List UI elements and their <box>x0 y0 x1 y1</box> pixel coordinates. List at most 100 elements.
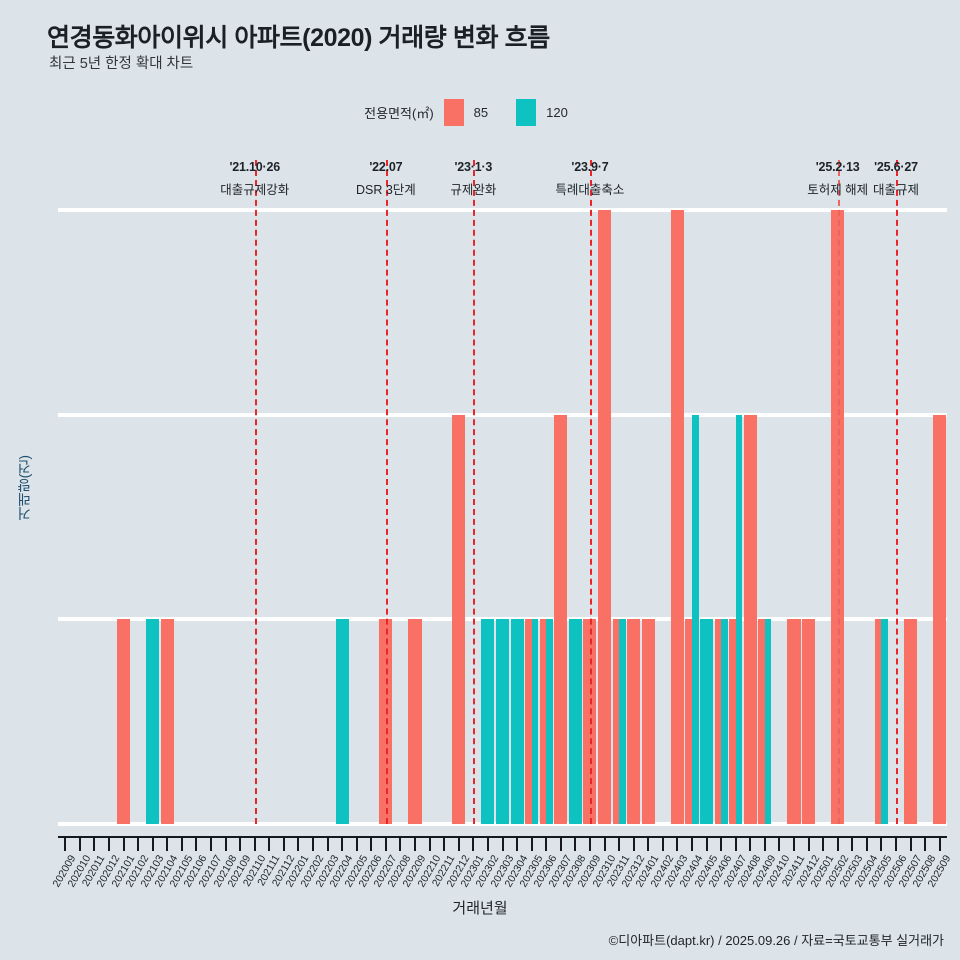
bar-202407-85[interactable] <box>729 619 736 824</box>
x-axis-tick <box>894 838 897 851</box>
event-line-202309 <box>589 160 592 824</box>
x-axis-tick <box>210 838 213 851</box>
x-axis-tick <box>312 838 315 851</box>
bar-202212-85[interactable] <box>452 414 466 824</box>
x-axis-tick <box>195 838 198 851</box>
x-axis-tick <box>108 838 110 851</box>
bar-202507-85[interactable] <box>904 619 918 824</box>
bar-202207-85[interactable] <box>379 619 393 824</box>
y-axis-title: 거래량(건) <box>16 455 32 521</box>
bar-202409-120[interactable] <box>764 619 772 824</box>
x-axis-tick <box>924 838 927 851</box>
bar-202303-120[interactable] <box>495 619 510 824</box>
x-axis-tick <box>763 838 766 851</box>
bar-202309-85[interactable] <box>583 619 597 824</box>
bar-202101-85[interactable] <box>117 619 131 824</box>
x-axis-title: 거래년월 <box>452 900 508 917</box>
x-axis-tick <box>122 838 125 851</box>
x-axis-tick <box>836 838 839 851</box>
event-annotation-202301: '23·1·3 규제완화 <box>450 160 496 198</box>
x-axis-tick <box>268 838 271 851</box>
legend-item-85[interactable]: 85 <box>443 99 510 126</box>
x-axis-tick <box>618 838 621 851</box>
x-axis-tick <box>326 838 329 851</box>
bar-202304-120[interactable] <box>510 619 524 824</box>
x-axis-tick <box>822 838 825 851</box>
event-text: DSR 3단계 <box>355 183 416 197</box>
bar-202311-120[interactable] <box>619 619 626 824</box>
bar-202302-120[interactable] <box>481 619 495 824</box>
x-axis-tick <box>574 838 577 851</box>
bar-202408-85[interactable] <box>743 414 757 824</box>
event-text: 대출규제 <box>872 183 919 197</box>
x-axis-tick <box>880 838 883 851</box>
x-axis-tick <box>137 838 140 851</box>
event-line-202207 <box>385 160 388 824</box>
bar-202403-85[interactable] <box>670 210 684 824</box>
bar-202404-120[interactable] <box>691 414 699 824</box>
x-axis-tick <box>78 838 81 851</box>
legend-label-120: 120 <box>546 105 568 120</box>
x-axis-tick <box>632 838 635 851</box>
bar-202307-85[interactable] <box>554 414 568 824</box>
legend-item-120[interactable]: 120 <box>516 99 590 126</box>
x-axis-tick <box>297 838 300 851</box>
event-line-202301 <box>473 160 476 824</box>
bar-202306-85[interactable] <box>539 619 547 824</box>
legend-swatch-85 <box>443 99 464 126</box>
bar-202209-85[interactable] <box>408 619 422 824</box>
x-axis-tick <box>588 838 591 851</box>
gridline <box>58 208 947 212</box>
bar-202405-120[interactable] <box>699 619 714 824</box>
x-axis-tick <box>428 838 431 851</box>
event-annotation-202207: '22.07 DSR 3단계 <box>356 160 416 198</box>
bar-202407-120[interactable] <box>735 414 743 824</box>
event-text: 대출규제강화 <box>220 183 290 197</box>
event-date: '25.6·27 <box>874 160 918 174</box>
bar-202404-85[interactable] <box>685 619 692 824</box>
bar-202310-85[interactable] <box>597 210 612 824</box>
x-axis-tick <box>851 838 854 851</box>
plot-area: 0123 <box>58 160 947 826</box>
bar-202406-85[interactable] <box>714 619 722 824</box>
event-date: '25.2·13 <box>815 160 860 174</box>
bar-202502-85[interactable] <box>831 210 845 824</box>
bar-202311-85[interactable] <box>612 619 620 824</box>
bar-202409-85[interactable] <box>758 619 765 824</box>
x-axis-tick <box>472 838 475 851</box>
event-date: '21.10·26 <box>229 160 280 174</box>
x-axis-tick <box>355 838 358 851</box>
event-line-202502 <box>837 160 840 824</box>
x-axis-tick <box>865 838 868 851</box>
bar-202411-85[interactable] <box>787 619 801 824</box>
bar-202305-120[interactable] <box>531 619 539 824</box>
bar-202103-120[interactable] <box>146 619 160 824</box>
x-axis-tick <box>676 838 679 851</box>
x-axis-tick <box>909 838 912 851</box>
bar-202412-85[interactable] <box>801 619 816 824</box>
page-title: 연경동화아이위시 아파트(2020) 거래량 변화 흐름 <box>47 24 550 52</box>
x-axis-tick <box>661 838 664 851</box>
bar-202312-85[interactable] <box>627 619 641 824</box>
bar-202505-85[interactable] <box>874 619 882 824</box>
chart-legend: 전용면적(㎡) 85 120 <box>0 99 960 126</box>
bar-202406-120[interactable] <box>721 619 728 824</box>
x-axis-tick <box>647 838 650 851</box>
bar-202505-120[interactable] <box>881 619 888 824</box>
bar-202305-85[interactable] <box>525 619 532 824</box>
gridline <box>58 822 947 826</box>
event-date: '23·1·3 <box>454 160 493 174</box>
bar-202204-120[interactable] <box>335 619 349 824</box>
x-axis-tick <box>530 838 533 851</box>
legend-label-85: 85 <box>473 105 489 120</box>
bar-202308-120[interactable] <box>568 619 582 824</box>
bar-202401-85[interactable] <box>641 619 655 824</box>
x-axis-tick <box>282 838 285 851</box>
bar-202306-120[interactable] <box>546 619 553 824</box>
bar-202104-85[interactable] <box>160 619 174 824</box>
event-text: 토허제 해제 <box>807 183 869 197</box>
bar-202509-85[interactable] <box>933 414 947 824</box>
event-annotation-202502: '25.2·13 토허제 해제 <box>807 160 868 198</box>
legend-title: 전용면적(㎡) <box>364 106 434 121</box>
